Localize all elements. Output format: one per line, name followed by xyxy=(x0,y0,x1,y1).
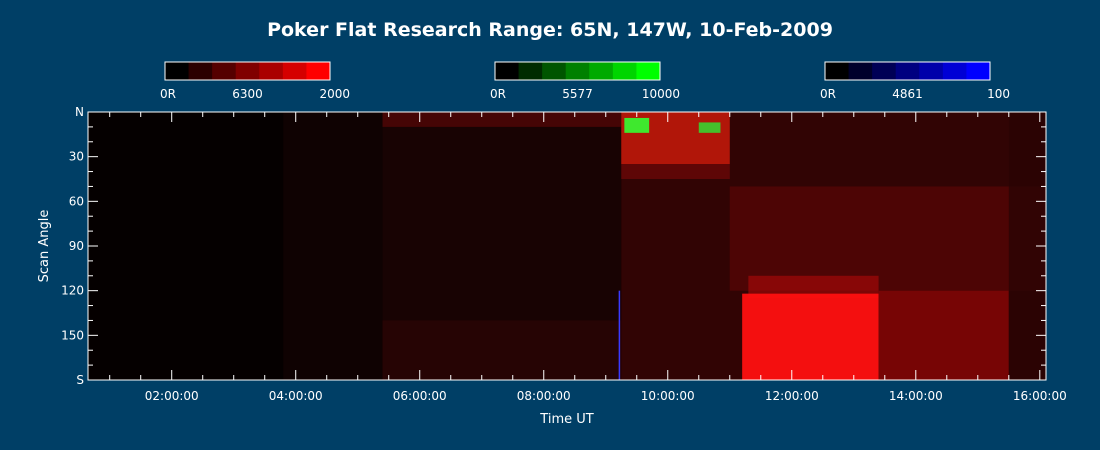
colorbar-segment xyxy=(919,62,944,80)
emission-region xyxy=(621,164,730,179)
x-tick-label: 12:00:00 xyxy=(765,389,819,403)
colorbar-segment xyxy=(165,62,190,80)
colorbar-segment xyxy=(495,62,520,80)
axes: Time UT Scan Angle 02:00:00 04:00:00 06:00… xyxy=(37,105,1067,427)
colorbar-segment xyxy=(612,62,637,80)
emission-region xyxy=(283,112,383,380)
colorbar-min-label: 0R xyxy=(820,87,836,101)
colorbar-max-label: 2000 xyxy=(319,87,350,101)
colorbar-segment xyxy=(259,62,284,80)
colorbar-segment xyxy=(565,62,590,80)
colorbar-max-label: 100 xyxy=(987,87,1010,101)
emission-region xyxy=(382,112,622,127)
colorbar-segment xyxy=(589,62,614,80)
y-tick-label: N xyxy=(75,105,84,119)
emission-region xyxy=(624,117,650,133)
y-tick-label: 60 xyxy=(69,194,84,208)
emission-region xyxy=(382,320,622,380)
y-tick-label: 120 xyxy=(61,284,84,298)
x-tick-label: 14:00:00 xyxy=(889,389,943,403)
x-tick-label: 08:00:00 xyxy=(517,389,571,403)
colorbar-segment xyxy=(942,62,967,80)
colorbar-channel-label: 4861 xyxy=(892,87,923,101)
emission-region xyxy=(878,290,1009,380)
colorbar-min-label: 0R xyxy=(160,87,176,101)
colorbar-segment xyxy=(188,62,213,80)
x-tick-label: 02:00:00 xyxy=(145,389,199,403)
colorbar-min-label: 0R xyxy=(490,87,506,101)
y-axis-label: Scan Angle xyxy=(37,210,52,283)
emission-region xyxy=(742,293,879,380)
x-tick-label: 16:00:00 xyxy=(1013,389,1067,403)
colorbar-max-label: 10000 xyxy=(642,87,680,101)
colorbar-channel-label: 5577 xyxy=(562,87,593,101)
y-tick-label: S xyxy=(76,373,84,387)
colorbar-segment xyxy=(518,62,543,80)
colorbar-segment xyxy=(282,62,307,80)
colorbar-segment xyxy=(235,62,260,80)
colorbar-segment xyxy=(825,62,850,80)
x-tick-label: 04:00:00 xyxy=(269,389,323,403)
colorbar-segment xyxy=(212,62,237,80)
colorbar-segment xyxy=(966,62,991,80)
colorbar-segment xyxy=(306,62,331,80)
chart-title: Poker Flat Research Range: 65N, 147W, 10… xyxy=(267,19,833,41)
colorbar-segment xyxy=(872,62,897,80)
colorbar-channel-label: 6300 xyxy=(232,87,263,101)
emission-region xyxy=(729,186,1046,291)
colorbar-6300: 0R 6300 2000 xyxy=(160,61,350,101)
y-tick-label: 30 xyxy=(69,150,84,164)
colorbar-frame xyxy=(824,61,991,81)
colorbar-segment xyxy=(542,62,567,80)
colorbar-segment xyxy=(895,62,920,80)
emission-region xyxy=(748,275,879,299)
colorbar-segment xyxy=(636,62,661,80)
x-axis-label: Time UT xyxy=(539,412,593,427)
x-tick-label: 06:00:00 xyxy=(393,389,447,403)
y-tick-label: 150 xyxy=(61,328,84,342)
plot-area xyxy=(88,112,1046,380)
colorbar-legends: 0R 6300 2000 0R 5577 10000 0R 4861 100 xyxy=(160,61,1010,101)
y-tick-label: 90 xyxy=(69,239,84,253)
colorbar-segment xyxy=(848,62,873,80)
colorbar-5577: 0R 5577 10000 xyxy=(490,61,680,101)
emission-region xyxy=(698,122,721,133)
colorbar-frame xyxy=(164,61,331,81)
colorbar-4861: 0R 4861 100 xyxy=(820,61,1010,101)
x-tick-label: 10:00:00 xyxy=(641,389,695,403)
colorbar-frame xyxy=(494,61,661,81)
